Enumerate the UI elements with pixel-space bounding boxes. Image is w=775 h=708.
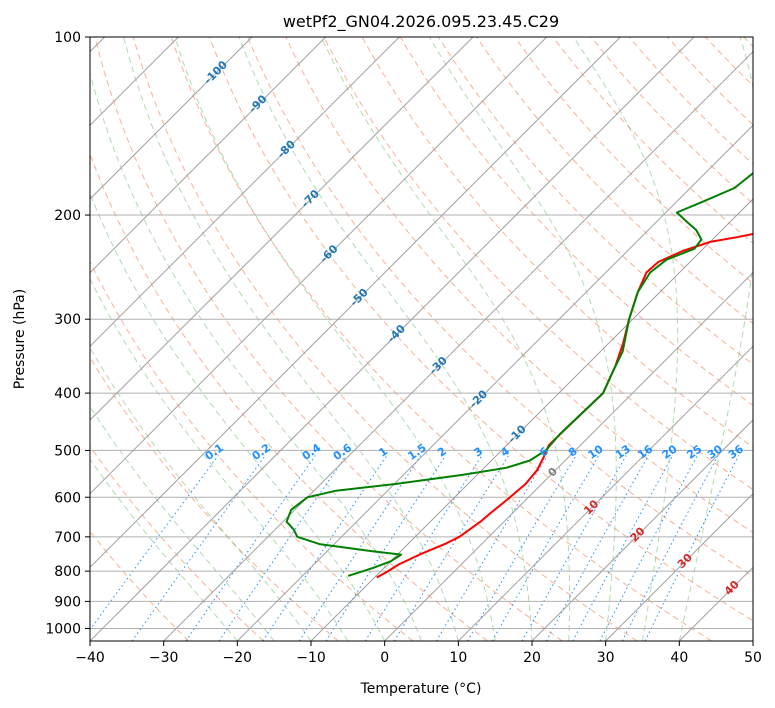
moist-adiabats	[90, 37, 753, 641]
y-tick-label: 400	[54, 386, 81, 402]
moist-adiabat-line	[123, 37, 459, 641]
mixing-ratio-line	[393, 455, 509, 641]
x-tick-label: 30	[597, 650, 615, 666]
dewpoint-profile-line	[285, 171, 753, 577]
y-tick-label: 600	[54, 490, 81, 506]
x-tick-label: 0	[380, 650, 389, 666]
y-tick-label: 1000	[45, 621, 81, 637]
axes: −40 −30 −20 −10 0 10 20 30 40 50 100 200 300 400 500 60…	[45, 30, 762, 666]
mixing-ratio-line	[218, 455, 347, 641]
moist-adiabat-line	[90, 71, 422, 641]
plot-frame	[89, 36, 754, 642]
isotherm-line	[90, 37, 695, 641]
y-tick-label: 200	[54, 208, 81, 224]
x-tick-label: −30	[149, 650, 179, 666]
dry-adiabat-line	[90, 445, 264, 641]
dry-adiabat-line	[590, 37, 753, 205]
dry-adiabat-line	[170, 37, 712, 641]
x-tick-label: 20	[523, 650, 541, 666]
isotherm-line	[90, 37, 400, 348]
chart-title: wetPf2_GN04.2026.095.23.45.C29	[283, 12, 559, 32]
y-tick-label: 500	[54, 443, 81, 459]
isotherm-line	[163, 50, 753, 641]
dry-adiabats	[90, 37, 753, 641]
isotherm-line	[90, 37, 327, 274]
y-tick-label: 300	[54, 312, 81, 328]
mixing-ratio-line	[298, 455, 422, 641]
isotherm-line	[90, 37, 474, 421]
mixing-ratio-line	[364, 455, 483, 641]
dry-adiabat-line	[628, 37, 753, 165]
mixing-ratio-line	[572, 455, 674, 641]
moist-adiabat-line	[572, 37, 679, 641]
moist-adiabat-line	[678, 37, 753, 641]
x-tick-label: 50	[744, 650, 762, 666]
isobar-grid	[90, 37, 753, 629]
mixing-ratio-lines	[90, 455, 740, 641]
mixing-ratio-line	[621, 455, 719, 641]
mixing-ratio-line	[185, 455, 316, 641]
mixing-ratio-line	[131, 455, 266, 641]
dry-adiabat-line	[209, 37, 753, 622]
dry-adiabat-line	[514, 37, 753, 284]
mixing-ratio-line	[325, 455, 447, 641]
x-axis-label: Temperature (°C)	[360, 681, 482, 697]
mixing-ratio-line	[545, 455, 649, 641]
moist-adiabat-line	[90, 192, 386, 641]
dry-adiabat-line	[132, 37, 638, 641]
x-tick-label: 40	[670, 650, 688, 666]
mixing-ratio-line	[599, 455, 698, 641]
dry-adiabat-line	[476, 37, 753, 325]
isotherm-grid	[90, 37, 753, 641]
isotherm-line	[457, 345, 753, 641]
dry-adiabat-line	[323, 37, 753, 491]
dry-adiabat-line	[90, 260, 414, 641]
x-tick-label: −40	[75, 650, 105, 666]
moist-adiabat-line	[90, 277, 349, 641]
isotherm-line	[531, 419, 753, 641]
y-tick-label: 700	[54, 530, 81, 546]
moist-adiabat-line	[238, 37, 533, 641]
x-tick-label: −20	[223, 650, 253, 666]
x-tick-label: 10	[449, 650, 467, 666]
isotherm-line	[90, 37, 621, 569]
isotherm-line	[310, 198, 753, 641]
sounding-profiles	[285, 171, 753, 579]
dry-adiabat-line	[94, 37, 563, 641]
y-tick-label: 100	[54, 30, 81, 46]
moist-adiabat-line	[320, 37, 571, 641]
moist-adiabat-line	[174, 37, 496, 641]
moist-adiabat-line	[428, 37, 617, 641]
y-tick-label: 800	[54, 564, 81, 580]
isotherm-line	[384, 271, 753, 641]
dry-adiabat-line	[247, 37, 753, 577]
x-tick-label: −10	[296, 650, 326, 666]
y-tick-label: 900	[54, 594, 81, 610]
y-axis-label: Pressure (hPa)	[12, 289, 28, 389]
isotherm-line	[236, 124, 753, 641]
isotherm-line	[605, 492, 753, 641]
dry-adiabat-line	[399, 37, 753, 406]
moist-adiabat-line	[90, 458, 238, 641]
isotherm-line	[90, 37, 548, 495]
moist-adiabat-line	[90, 405, 275, 641]
isotherm-line	[90, 37, 253, 200]
